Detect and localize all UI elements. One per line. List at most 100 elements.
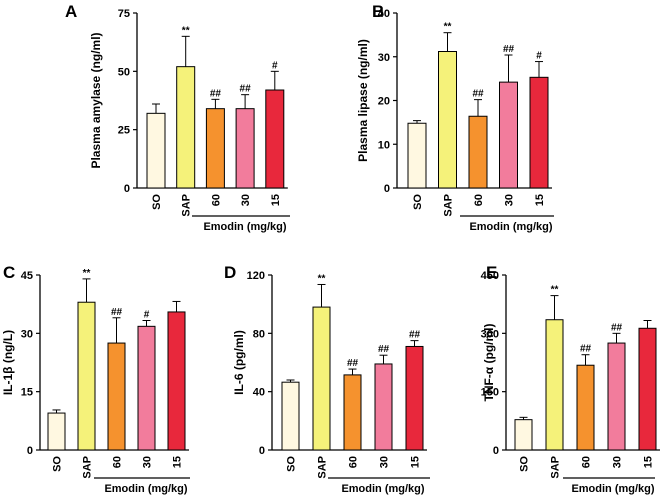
category-label-c: 60 [112, 456, 124, 468]
bar-c-15 [167, 311, 186, 451]
bar-e-SO [514, 419, 533, 451]
category-label-b: 30 [504, 194, 516, 206]
category-label-b: 60 [473, 194, 485, 206]
bar-b-15 [529, 76, 549, 189]
bar-d-15 [405, 345, 424, 451]
category-label-d: 60 [348, 456, 360, 468]
category-label-d: 30 [379, 456, 391, 468]
category-label-b: SAP [443, 194, 455, 217]
bar-a-SAP [176, 66, 196, 189]
significance-label-e: ## [611, 322, 623, 333]
category-label-d: SAP [317, 456, 329, 479]
category-label-e: 30 [612, 456, 624, 468]
significance-label-a: ** [182, 25, 190, 36]
group-label-d: Emodin (mg/kg) [341, 483, 424, 495]
bar-e-30 [607, 342, 626, 451]
y-tick-label-e: 0 [493, 445, 499, 457]
y-tick-label-b: 20 [378, 96, 390, 108]
group-label-b: Emodin (mg/kg) [469, 221, 552, 233]
panel-label-e: E [486, 263, 497, 282]
significance-label-a: ## [210, 88, 222, 99]
significance-label-d: ** [318, 273, 326, 284]
y-axis-title-d: IL-6 (pg/ml) [232, 330, 246, 395]
significance-label-c: ## [111, 307, 123, 318]
category-label-a: 15 [270, 194, 282, 206]
significance-label-d: ## [347, 358, 359, 369]
y-tick-label-b: 10 [378, 139, 390, 151]
bar-e-60 [576, 364, 595, 451]
bar-b-30 [499, 81, 518, 189]
significance-label-d: ## [409, 330, 421, 341]
significance-label-e: ## [580, 344, 592, 355]
bar-b-SAP [438, 51, 457, 189]
y-tick-label-e: 300 [481, 328, 499, 340]
y-axis-title-c: IL-1β (ng/L) [1, 330, 15, 395]
category-label-a: 60 [210, 194, 222, 206]
y-tick-label-a: 75 [118, 8, 130, 20]
bar-d-SAP [312, 306, 331, 451]
category-label-b: 15 [534, 194, 546, 206]
y-tick-label-c: 45 [21, 270, 33, 282]
category-label-e: 60 [581, 456, 593, 468]
bar-c-30 [137, 325, 156, 451]
category-label-e: SAP [550, 456, 562, 479]
significance-label-e: ** [551, 285, 559, 296]
significance-label-d: ## [378, 344, 390, 355]
bar-e-15 [638, 327, 657, 451]
category-label-a: 30 [240, 194, 252, 206]
bar-c-SO [47, 412, 66, 451]
bar-b-SO [407, 122, 427, 189]
significance-label-c: ** [83, 268, 91, 279]
y-tick-label-c: 15 [21, 387, 33, 399]
y-tick-label-b: 40 [378, 8, 390, 20]
y-tick-label-d: 0 [259, 445, 265, 457]
category-label-b: SO [412, 194, 424, 210]
group-label-e: Emodin (mg/kg) [571, 483, 654, 495]
bar-d-SO [281, 381, 300, 451]
category-label-a: SAP [181, 194, 193, 217]
bar-c-60 [107, 342, 126, 451]
y-tick-label-a: 0 [124, 183, 130, 195]
significance-label-a: # [272, 60, 278, 71]
category-label-d: SO [286, 456, 298, 472]
bar-d-30 [374, 363, 393, 451]
significance-label-b: ## [472, 89, 484, 100]
category-label-e: 15 [643, 456, 655, 468]
y-tick-label-c: 0 [27, 445, 33, 457]
category-label-c: 30 [142, 456, 154, 468]
category-label-c: 15 [172, 456, 184, 468]
y-tick-label-e: 150 [481, 387, 499, 399]
bar-e-SAP [545, 319, 564, 451]
bar-d-60 [343, 374, 362, 451]
category-label-c: SO [52, 456, 64, 472]
significance-label-a: ## [240, 84, 252, 95]
y-tick-label-b: 0 [384, 183, 390, 195]
significance-label-b: # [536, 51, 542, 62]
y-tick-label-d: 40 [253, 387, 265, 399]
category-label-e: SO [519, 456, 531, 472]
y-tick-label-a: 50 [118, 66, 130, 78]
category-label-c: SAP [82, 456, 94, 479]
bar-a-SO [146, 112, 166, 189]
group-label-c: Emodin (mg/kg) [104, 483, 187, 495]
category-label-d: 15 [410, 456, 422, 468]
y-tick-label-d: 120 [247, 270, 265, 282]
group-label-a: Emodin (mg/kg) [203, 221, 286, 233]
y-tick-label-e: 450 [481, 270, 499, 282]
bar-a-60 [205, 108, 225, 189]
significance-label-b: ## [503, 44, 515, 55]
y-tick-label-a: 25 [118, 125, 130, 137]
y-axis-title-a: Plasma amylase (ng/ml) [89, 32, 103, 168]
y-tick-label-b: 30 [378, 52, 390, 64]
panel-label-d: D [224, 263, 236, 282]
bar-b-60 [468, 115, 488, 189]
y-axis-title-b: Plasma lipase (ng/ml) [356, 39, 370, 162]
panel-label-b: B [372, 2, 384, 21]
category-label-a: SO [151, 194, 163, 210]
panel-label-a: A [65, 2, 77, 21]
bar-c-SAP [77, 301, 96, 451]
significance-label-c: # [144, 310, 150, 321]
y-axis-title-e: TNF-α (pg/ml) [482, 323, 496, 401]
significance-label-b: ** [444, 22, 452, 33]
